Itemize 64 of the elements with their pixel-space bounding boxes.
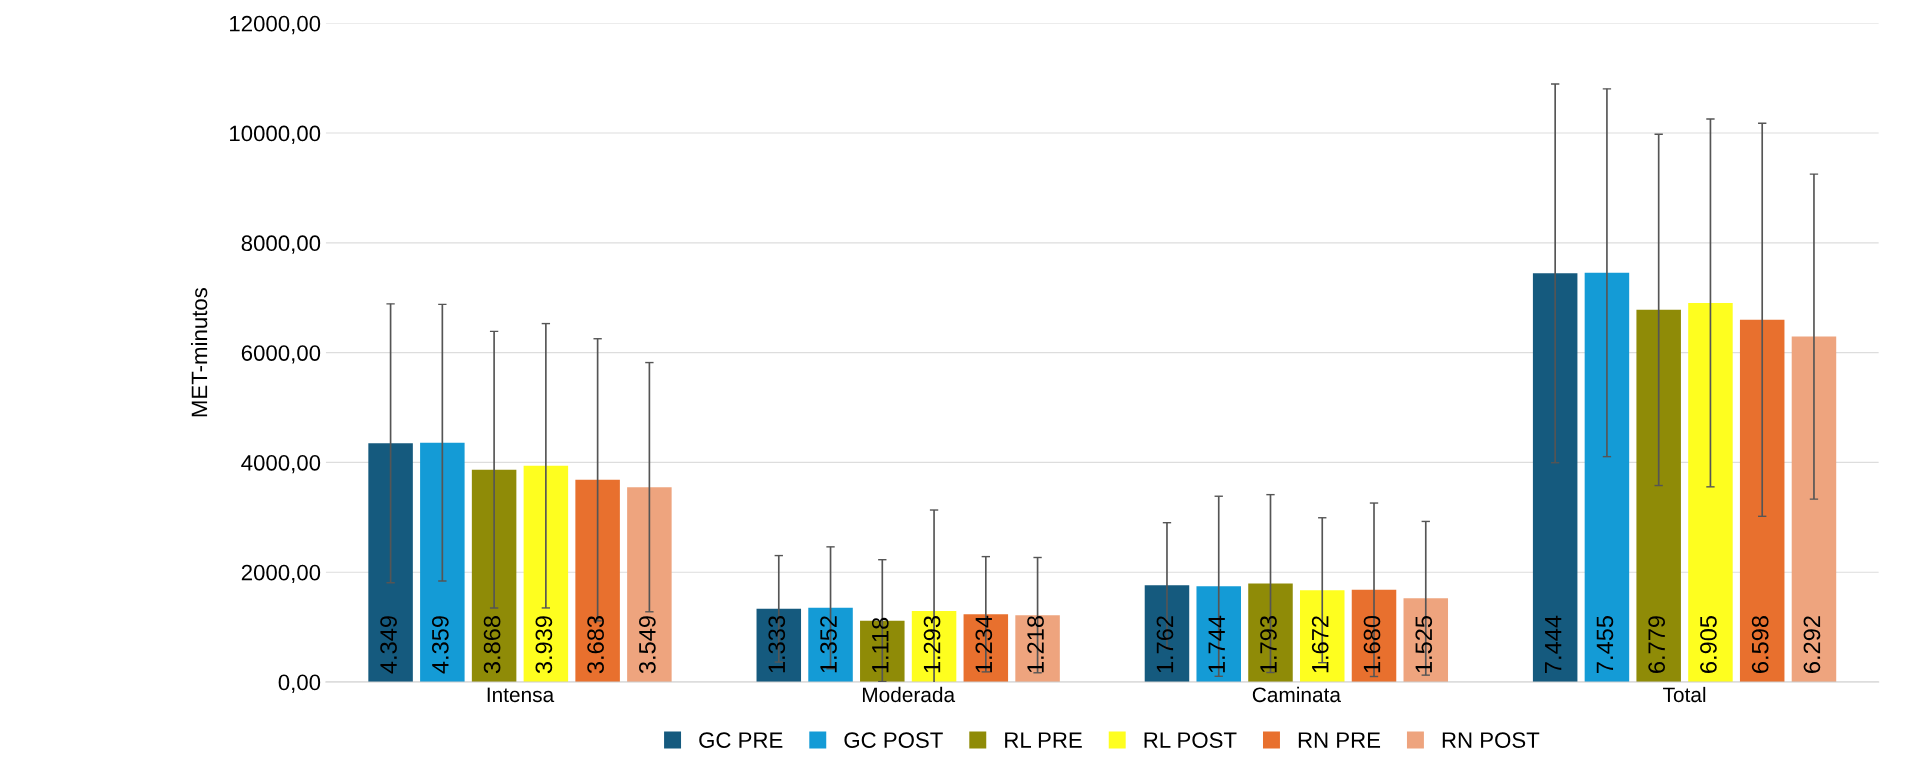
legend-label: GC PRE (699, 732, 783, 748)
data-label: 1.333 (768, 616, 786, 673)
data-label: 6.292 (1803, 616, 1821, 673)
bar (963, 614, 1009, 682)
bar (1403, 598, 1449, 682)
bar (368, 443, 413, 682)
bar (1636, 309, 1681, 682)
bar (1791, 336, 1837, 682)
bar (575, 479, 620, 682)
y-tick-label: 6000,00 (241, 345, 321, 364)
y-tick-label: 0,00 (278, 674, 321, 693)
x-tick-label: Moderada (862, 686, 956, 703)
y-tick-label: 12000,00 (230, 15, 321, 35)
data-label: 1.234 (975, 615, 993, 673)
bar (471, 469, 517, 682)
data-label: 1.744 (1208, 615, 1225, 673)
y-tick-label: 10000,00 (230, 125, 321, 144)
legend-label: RL POST (1144, 732, 1237, 748)
bar (1248, 583, 1293, 682)
data-label: 6.598 (1751, 616, 1769, 673)
bar (1351, 589, 1397, 682)
y-tick-label: 2000,00 (241, 564, 321, 584)
bar (420, 442, 465, 682)
legend-label: GC POST (844, 732, 943, 748)
bar (523, 465, 569, 682)
x-tick-label: Caminata (1252, 686, 1341, 703)
data-label: 6.779 (1648, 616, 1666, 673)
data-label: 1.352 (820, 616, 837, 673)
y-axis-title: MET-minutos (190, 287, 208, 417)
legend-label: RN POST (1442, 732, 1540, 748)
bar (1196, 586, 1241, 682)
data-label: 1.762 (1156, 616, 1174, 673)
legend-label: RL PRE (1005, 732, 1082, 748)
data-label: 3.549 (639, 616, 656, 674)
bar (1688, 302, 1733, 682)
bar (1584, 272, 1630, 682)
data-label: 1.293 (923, 616, 941, 673)
data-label: 1.672 (1311, 616, 1329, 673)
data-label: 1.218 (1027, 616, 1044, 673)
y-tick-label: 4000,00 (241, 454, 321, 474)
legend-label: RN PRE (1298, 732, 1381, 748)
data-label: 3.868 (483, 616, 501, 674)
y-tick-label: 8000,00 (241, 235, 321, 254)
x-tick-label: Intensa (487, 687, 555, 703)
data-label: 7.455 (1596, 616, 1614, 673)
data-label: 4.359 (431, 616, 449, 674)
bar (1532, 273, 1578, 682)
data-label: 1.793 (1260, 616, 1277, 673)
x-tick-label: Total (1663, 686, 1706, 703)
data-label: 3.939 (535, 616, 553, 674)
data-label: 3.683 (587, 616, 604, 674)
bar (1144, 585, 1190, 682)
data-label: 6.905 (1700, 616, 1717, 673)
bar (808, 607, 853, 682)
data-label: 1.680 (1363, 615, 1381, 673)
data-label: 7.444 (1545, 615, 1562, 673)
data-label: 1.118 (871, 617, 889, 673)
bar (1299, 590, 1345, 682)
bar (1739, 319, 1785, 682)
data-label: 1.525 (1415, 616, 1433, 673)
data-label: 4.349 (380, 616, 397, 674)
bar (756, 608, 802, 682)
bar (627, 487, 672, 682)
bar (1015, 615, 1060, 682)
